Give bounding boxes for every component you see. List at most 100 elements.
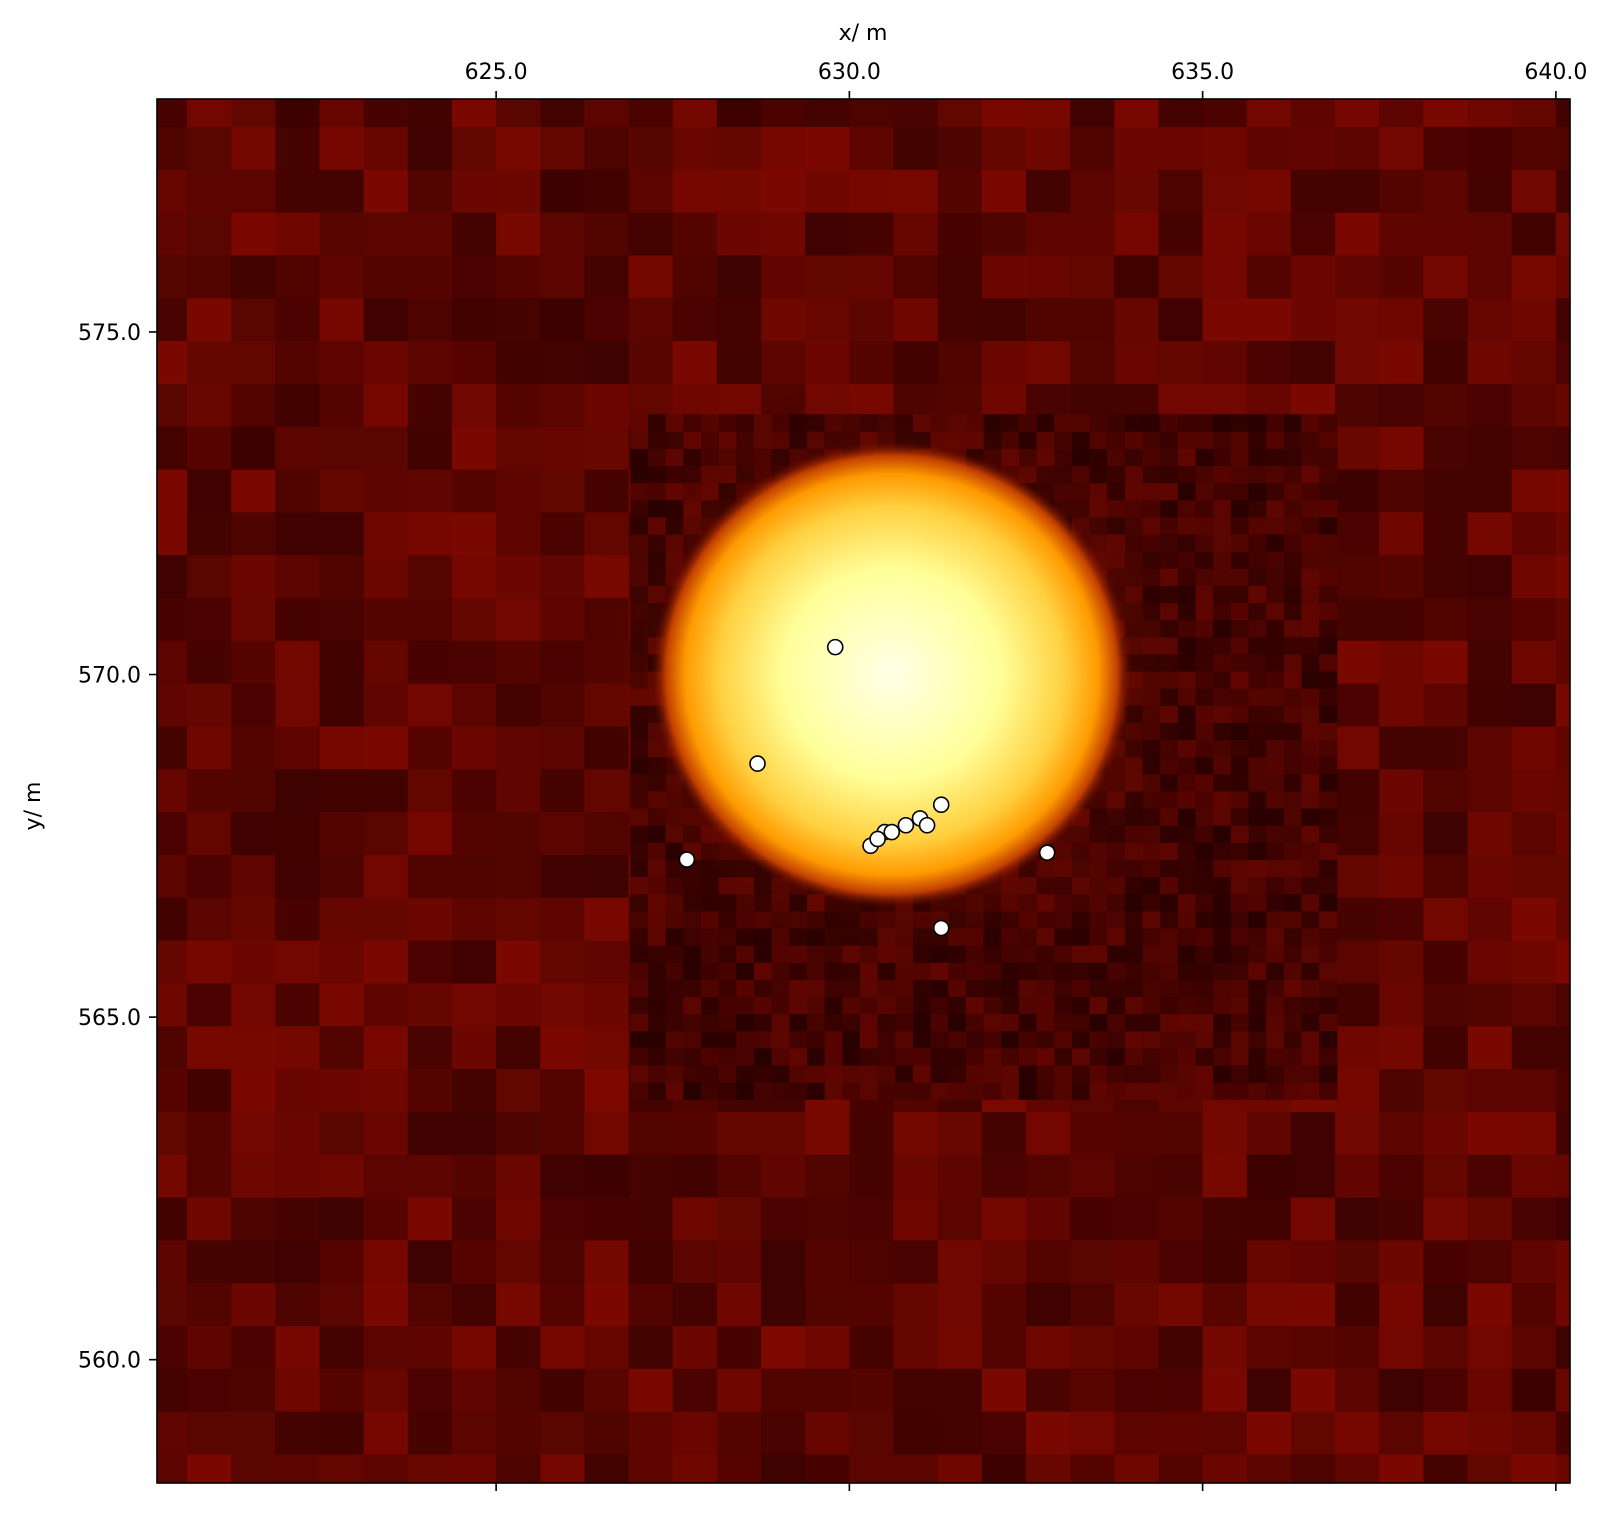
heatmap-cell [1248, 448, 1267, 466]
heatmap-cell [157, 683, 188, 727]
heatmap-cell [716, 254, 762, 299]
heatmap-cell [363, 768, 409, 813]
heatmap-cell [648, 431, 667, 449]
heatmap-cell [824, 1065, 843, 1083]
heatmap-cell [1246, 212, 1292, 256]
heatmap-cell [1195, 465, 1214, 484]
heatmap-cell [1266, 791, 1285, 809]
heatmap-cell [1246, 1239, 1292, 1284]
heatmap-cell [701, 962, 720, 980]
heatmap-cell [1054, 979, 1073, 997]
heatmap-cell [1230, 602, 1250, 621]
heatmap-cell [1195, 842, 1214, 860]
data-point-marker [869, 830, 886, 848]
heatmap-cell [496, 982, 541, 1027]
heatmap-cell [1026, 1453, 1071, 1483]
x-tick-label: 640.0 [1524, 60, 1587, 85]
heatmap-cell [363, 1282, 409, 1326]
heatmap-cell [805, 212, 850, 256]
heatmap-cell [1301, 465, 1320, 484]
heatmap-cell [805, 126, 850, 170]
heatmap-cell [1248, 688, 1267, 706]
heatmap-cell [452, 426, 497, 470]
heatmap-cell [452, 383, 497, 427]
heatmap-cell [496, 212, 541, 256]
heatmap-cell [789, 979, 808, 997]
heatmap-cell [1177, 516, 1197, 535]
heatmap-cell [930, 1065, 949, 1083]
heatmap-cell [1213, 791, 1232, 809]
heatmap-cell [584, 1282, 630, 1326]
heatmap-cell [1142, 962, 1161, 980]
heatmap-cell [630, 1047, 649, 1066]
heatmap-cell [1301, 1030, 1320, 1049]
heatmap-cell [1379, 1282, 1424, 1326]
data-point-marker [932, 919, 950, 937]
heatmap-cell [754, 996, 773, 1015]
heatmap-cell [1248, 568, 1267, 586]
heatmap-cell [187, 1154, 232, 1198]
heatmap-cell [1467, 940, 1513, 984]
heatmap-cell [849, 126, 895, 170]
heatmap-cell [983, 1013, 1002, 1032]
heatmap-cell [1124, 1030, 1144, 1049]
heatmap-cell [913, 996, 932, 1015]
heatmap-cell [1054, 1047, 1073, 1066]
heatmap-cell [630, 876, 649, 895]
heatmap-cell [1335, 1197, 1380, 1241]
data-point-marker [932, 796, 950, 814]
heatmap-cell [1467, 469, 1513, 513]
heatmap-cell [1246, 1154, 1292, 1198]
heatmap-cell [1467, 1453, 1513, 1483]
heatmap-cell [1379, 1154, 1424, 1198]
x-axis-label: x/ m [839, 21, 888, 46]
heatmap-cell [540, 297, 586, 342]
heatmap-cell [1283, 602, 1303, 621]
heatmap-cell [1283, 1030, 1303, 1049]
heatmap-cell [1335, 254, 1380, 299]
heatmap-cell [1555, 640, 1570, 684]
heatmap-cell [1266, 739, 1285, 758]
heatmap-cell [877, 1013, 896, 1032]
heatmap-cell [683, 1047, 702, 1066]
heatmap-cell [672, 1197, 718, 1241]
heatmap-cell [1283, 962, 1303, 980]
heatmap-cell [1246, 169, 1292, 213]
heatmap-cell [930, 1047, 949, 1066]
heatmap-cell [1555, 126, 1570, 170]
heatmap-cell [1423, 597, 1469, 641]
heatmap-cell [1248, 910, 1267, 929]
heatmap-cell [231, 982, 276, 1027]
heatmap-cell [1124, 910, 1144, 929]
heatmap-cell [1248, 499, 1267, 518]
heatmap-cell [789, 1030, 808, 1049]
heatmap-cell [1230, 791, 1250, 809]
heatmap-cell [452, 554, 497, 598]
heatmap-cell [1319, 756, 1338, 775]
heatmap-cell [1160, 414, 1179, 432]
heatmap-cell [1467, 212, 1513, 256]
heatmap-cell [937, 1411, 983, 1455]
heatmap-cell [628, 1197, 674, 1241]
heatmap-cell [1335, 940, 1380, 984]
heatmap-cell [1319, 448, 1338, 466]
heatmap-cell [157, 1282, 188, 1326]
heatmap-cell [407, 511, 453, 556]
heatmap-cell [842, 979, 861, 997]
heatmap-cell [1177, 448, 1197, 466]
heatmap-cell [1124, 876, 1144, 895]
heatmap-cell [1423, 725, 1469, 770]
heatmap-cell [877, 1065, 896, 1083]
heatmap-cell [1230, 516, 1250, 535]
heatmap-cell [718, 1030, 737, 1049]
heatmap-cell [584, 383, 630, 427]
heatmap-cell [893, 1239, 939, 1284]
x-tick-label: 635.0 [1171, 60, 1234, 85]
heatmap-cell [630, 1065, 649, 1083]
heatmap-cell [1070, 126, 1115, 170]
heatmap-cell [849, 297, 895, 342]
heatmap-cell [805, 1368, 850, 1412]
heatmap-cell [1283, 739, 1303, 758]
heatmap-cell [1511, 1411, 1557, 1455]
heatmap-cell [1070, 1282, 1115, 1326]
